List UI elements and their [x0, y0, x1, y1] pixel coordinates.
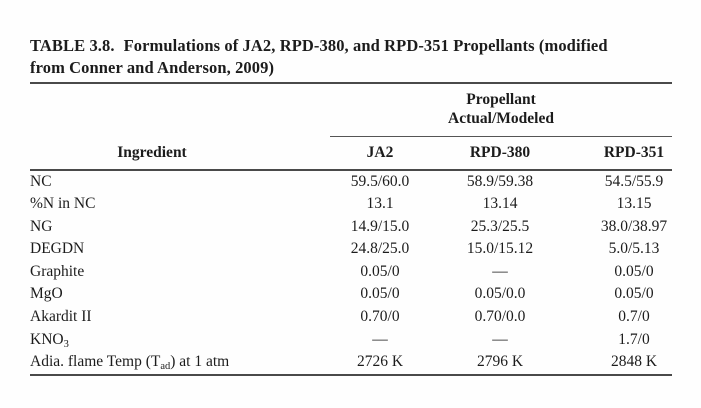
column-header-row: Ingredient JA2 RPD-380 RPD-351 — [30, 136, 673, 171]
column-header-ja2: JA2 — [330, 136, 430, 171]
value-cell-ja2: 13.1 — [366, 195, 394, 213]
table-row: DEGDN 24.8/25.0 15.0/15.12 5.0/5.13 — [30, 238, 672, 261]
column-header-ingredient: Ingredient — [30, 136, 330, 171]
value-cell-rpd351: 38.0/38.97 — [600, 217, 668, 235]
table-row: NG 14.9/15.0 25.3/25.5 38.0/38.97 — [30, 216, 672, 239]
table-row: MgO 0.05/0 0.05/0.0 0.05/0 — [30, 283, 672, 306]
table-row: %N in NC 13.1 13.14 13.15 — [30, 193, 672, 216]
value-cell-ja2: — — [372, 330, 388, 348]
value-cell-rpd351: 54.5/55.9 — [604, 172, 664, 190]
table-caption: TABLE 3.8. Formulations of JA2, RPD-380, … — [30, 35, 678, 78]
value-cell-ja2: 2726 K — [356, 353, 404, 371]
caption-line-1: TABLE 3.8. Formulations of JA2, RPD-380, … — [30, 35, 678, 57]
spanner-header: Propellant Actual/Modeled — [330, 83, 673, 137]
value-cell-rpd351: 0.7/0 — [618, 308, 650, 326]
value-cell-rpd351: 0.05/0 — [614, 262, 654, 280]
value-cell-rpd380: 0.70/0.0 — [474, 308, 526, 326]
value-cell-ja2: 0.70/0 — [360, 308, 400, 326]
value-cell-rpd351: 1.7/0 — [618, 330, 650, 348]
table-row: Akardit II 0.70/0 0.70/0.0 0.7/0 — [30, 306, 672, 329]
caption-text-line1: Formulations of JA2, RPD-380, and RPD-35… — [123, 36, 608, 55]
column-header-rpd351: RPD-351 — [570, 136, 673, 171]
value-cell-rpd380: 13.14 — [482, 195, 518, 213]
spanner-row: Propellant Actual/Modeled — [30, 83, 673, 137]
table-row: Adia. flame Temp (Tad) at 1 atm 2726 K 2… — [30, 351, 672, 375]
value-cell-rpd351: 5.0/5.13 — [608, 240, 660, 258]
value-cell-rpd380: 25.3/25.5 — [470, 217, 530, 235]
value-cell-rpd380: 58.9/59.38 — [466, 172, 534, 190]
spanner-line-2: Actual/Modeled — [448, 109, 554, 127]
caption-table-number: TABLE 3.8. — [30, 36, 115, 55]
value-cell-rpd351: 13.15 — [616, 195, 652, 213]
value-cell-ja2: 24.8/25.0 — [350, 240, 410, 258]
value-cell-rpd351: 2848 K — [610, 353, 658, 371]
ingredient-cell: Graphite — [30, 262, 85, 280]
ingredient-cell: MgO — [30, 285, 63, 303]
table-row: KNO3 — — 1.7/0 — [30, 329, 672, 352]
ingredient-cell: %N in NC — [30, 195, 96, 213]
column-header-rpd380: RPD-380 — [430, 136, 570, 171]
ingredient-cell: NC — [30, 172, 52, 190]
caption-line-2: from Conner and Anderson, 2009) — [30, 57, 275, 77]
ingredient-cell: Akardit II — [30, 308, 92, 326]
table-row: Graphite 0.05/0 — 0.05/0 — [30, 261, 672, 284]
value-cell-rpd351: 0.05/0 — [614, 285, 654, 303]
ingredient-cell: DEGDN — [30, 240, 85, 258]
value-cell-rpd380: 0.05/0.0 — [474, 285, 526, 303]
spanner-line-1: Propellant — [466, 91, 536, 108]
value-cell-rpd380: — — [492, 262, 508, 280]
ingredient-cell: NG — [30, 217, 53, 235]
propellant-formulations-table: Propellant Actual/Modeled Ingredient JA2… — [30, 82, 673, 376]
value-cell-rpd380: 15.0/15.12 — [466, 240, 534, 258]
ingredient-cell: Adia. flame Temp (Tad) at 1 atm — [30, 353, 230, 373]
value-cell-ja2: 14.9/15.0 — [350, 217, 410, 235]
value-cell-ja2: 0.05/0 — [360, 285, 400, 303]
spanner-empty-cell — [30, 83, 330, 137]
table-row: NC 59.5/60.0 58.9/59.38 54.5/55.9 — [30, 170, 672, 194]
value-cell-rpd380: — — [492, 330, 508, 348]
value-cell-ja2: 59.5/60.0 — [350, 172, 410, 190]
ingredient-cell: KNO3 — [30, 330, 69, 350]
value-cell-ja2: 0.05/0 — [360, 262, 400, 280]
value-cell-rpd380: 2796 K — [476, 353, 524, 371]
